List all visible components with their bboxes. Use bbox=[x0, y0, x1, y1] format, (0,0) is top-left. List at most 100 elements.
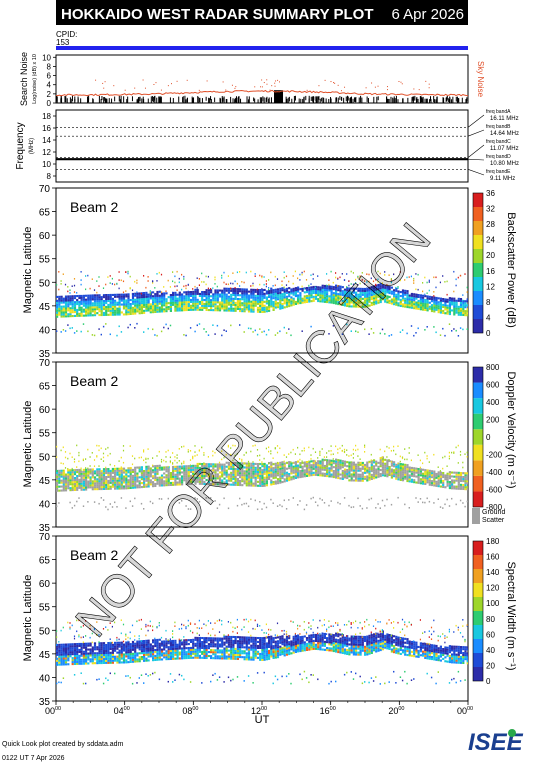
scatter-dot bbox=[419, 466, 421, 469]
echo-cell bbox=[370, 470, 373, 473]
echo-cell bbox=[185, 293, 188, 296]
echo-cell bbox=[299, 298, 302, 301]
scatter-dot bbox=[366, 273, 368, 275]
echo-cell bbox=[252, 296, 255, 299]
echo-cell bbox=[370, 477, 373, 480]
echo-cell bbox=[239, 484, 242, 487]
echo-cell bbox=[64, 643, 68, 646]
lat-ytick-label: 50 bbox=[39, 452, 51, 463]
noise-bar bbox=[376, 96, 378, 103]
echo-cell bbox=[80, 472, 83, 475]
scatter-dot bbox=[138, 467, 140, 470]
scatter-dot bbox=[268, 288, 270, 291]
echo-cell bbox=[147, 301, 150, 304]
echo-cell bbox=[384, 470, 387, 473]
echo-cell bbox=[303, 295, 306, 298]
noise-bar bbox=[153, 96, 155, 103]
echo-cell bbox=[98, 470, 101, 473]
echo-cell bbox=[451, 475, 454, 478]
echo-cell bbox=[143, 305, 146, 308]
scatter-dot bbox=[98, 449, 100, 452]
echo-cell bbox=[415, 303, 418, 306]
echo-cell bbox=[437, 473, 440, 476]
echo-cell bbox=[116, 483, 119, 486]
echo-cell bbox=[163, 292, 166, 295]
scatter-dot bbox=[105, 677, 107, 680]
scatter-dot bbox=[185, 284, 187, 287]
echo-cell bbox=[120, 483, 123, 486]
echo-cell bbox=[214, 481, 217, 484]
scatter-dot bbox=[243, 502, 245, 505]
scatter-dot bbox=[259, 328, 261, 330]
echo-cell bbox=[386, 289, 389, 292]
echo-cell bbox=[312, 473, 315, 476]
echo-cell bbox=[285, 477, 289, 480]
echo-cell bbox=[435, 484, 438, 487]
echo-cell bbox=[67, 487, 70, 490]
echo-cell bbox=[399, 304, 402, 307]
scatter-dot bbox=[114, 501, 116, 504]
echo-cell bbox=[58, 475, 61, 478]
echo-cell bbox=[122, 471, 126, 474]
echo-cell bbox=[294, 474, 297, 477]
scatter-dot bbox=[346, 273, 348, 275]
echo-cell bbox=[232, 307, 235, 310]
echo-cell bbox=[98, 304, 101, 307]
echo-cell bbox=[60, 645, 63, 648]
noise-dot bbox=[261, 86, 263, 88]
scatter-dot bbox=[426, 455, 428, 457]
velocity-beam-label: Beam 2 bbox=[70, 373, 118, 389]
echo-cell bbox=[172, 293, 175, 296]
echo-cell bbox=[60, 655, 63, 658]
scatter-dot bbox=[221, 274, 223, 277]
scatter-dot bbox=[375, 283, 377, 286]
echo-cell bbox=[330, 287, 333, 290]
echo-cell bbox=[399, 471, 402, 474]
scatter-dot bbox=[350, 283, 352, 285]
scatter-dot bbox=[230, 282, 232, 285]
echo-cell bbox=[459, 475, 463, 478]
scatter-dot bbox=[147, 448, 149, 450]
echo-cell bbox=[91, 484, 94, 487]
echo-cell bbox=[401, 467, 405, 470]
echo-cell bbox=[85, 306, 88, 309]
echo-cell bbox=[348, 297, 351, 300]
echo-cell bbox=[93, 310, 97, 313]
echo-cell bbox=[395, 297, 398, 300]
colorbar-segment bbox=[473, 382, 483, 399]
echo-cell bbox=[122, 487, 126, 490]
scatter-dot bbox=[143, 450, 145, 453]
echo-cell bbox=[187, 299, 190, 302]
echo-cell bbox=[76, 643, 79, 646]
echo-cell bbox=[312, 461, 315, 464]
echo-cell bbox=[419, 480, 422, 483]
scatter-dot bbox=[239, 497, 241, 500]
echo-cell bbox=[279, 477, 282, 480]
scatter-dot bbox=[252, 282, 254, 285]
echo-cell bbox=[147, 293, 150, 296]
scatter-dot bbox=[457, 462, 459, 464]
echo-cell bbox=[355, 463, 358, 466]
echo-cell bbox=[312, 465, 315, 468]
scatter-dot bbox=[212, 287, 214, 289]
echo-cell bbox=[145, 471, 148, 474]
echo-cell bbox=[268, 469, 271, 472]
noise-bar bbox=[422, 96, 424, 103]
echo-cell bbox=[221, 465, 224, 468]
echo-cell bbox=[163, 300, 166, 303]
echo-cell bbox=[71, 301, 74, 304]
echo-cell bbox=[366, 463, 369, 466]
echo-cell bbox=[272, 289, 275, 292]
scatter-dot bbox=[98, 678, 100, 680]
lat-ytick-label: 45 bbox=[39, 302, 51, 313]
echo-cell bbox=[158, 484, 161, 487]
echo-cell bbox=[102, 480, 106, 483]
echo-cell bbox=[73, 473, 77, 476]
echo-cell bbox=[230, 473, 233, 476]
scatter-dot bbox=[111, 625, 113, 628]
scatter-dot bbox=[310, 325, 312, 328]
echo-cell bbox=[96, 474, 99, 477]
echo-cell bbox=[82, 472, 85, 475]
noise-bar bbox=[367, 98, 369, 103]
